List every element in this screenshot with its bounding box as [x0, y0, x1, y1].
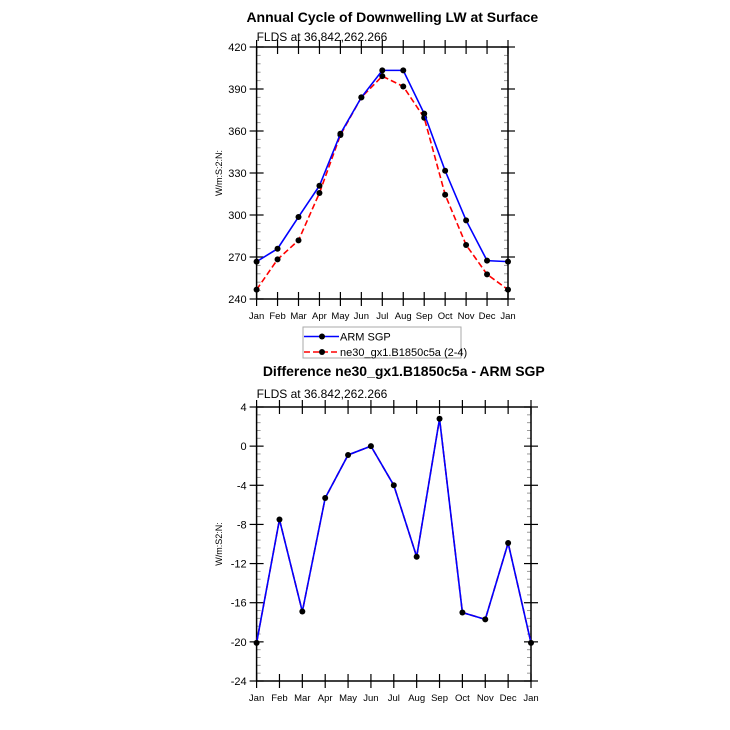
x-tick-label: Feb [271, 693, 287, 704]
series-model-marker [295, 237, 302, 244]
series-model-marker [442, 191, 449, 198]
chart-subtitle: FLDS at 36.842,262.266 [257, 30, 388, 44]
y-tick-label: 330 [228, 168, 246, 180]
y-tick-label: 240 [228, 294, 246, 306]
plot-frame [255, 46, 509, 300]
x-tick-label: Sep [416, 311, 433, 322]
series-diff-marker [276, 516, 283, 523]
series-model-marker [463, 241, 470, 248]
y-tick-label: 390 [228, 84, 246, 96]
chart-title: Annual Cycle of Downwelling LW at Surfac… [246, 9, 538, 25]
y-tick-label: -12 [231, 559, 247, 571]
series-diff-line [255, 418, 532, 644]
series-obs-marker [379, 67, 386, 74]
series-model-marker [379, 73, 386, 80]
series-model-marker [484, 271, 491, 278]
x-tick-label: Apr [312, 311, 327, 322]
y-tick-label: -24 [231, 676, 247, 688]
x-tick-label: Dec [479, 311, 496, 322]
x-tick-label: Mar [294, 693, 310, 704]
x-tick-label: May [339, 693, 357, 704]
series-obs-marker [253, 258, 260, 265]
series-model-marker [274, 256, 281, 263]
y-tick-label: -4 [237, 480, 247, 492]
series-obs-marker [421, 110, 428, 117]
chart-subtitle: FLDS at 36.842,262.266 [257, 387, 388, 401]
series-obs-marker [316, 182, 323, 189]
series-model-marker [253, 286, 260, 293]
x-tick-label: Jun [363, 693, 378, 704]
series-obs-marker [463, 217, 470, 224]
y-tick-label: -20 [231, 637, 247, 649]
x-tick-label: Nov [458, 311, 475, 322]
x-tick-label: Sep [431, 693, 448, 704]
series-diff-dashed-line [255, 418, 532, 644]
x-tick-label: Oct [455, 693, 470, 704]
x-tick-label: Aug [408, 693, 425, 704]
x-tick-label: Jul [388, 693, 400, 704]
series-diff-marker [345, 451, 352, 458]
series-obs-marker [337, 130, 344, 137]
x-tick-label: Jul [376, 311, 388, 322]
y-tick-label: 420 [228, 42, 246, 54]
series-obs-marker [295, 213, 302, 220]
x-tick-label: Jan [249, 311, 264, 322]
x-tick-label: Dec [500, 693, 517, 704]
x-tick-label: Jan [523, 693, 538, 704]
y-axis-label: W/m:S2:N: [214, 522, 224, 566]
series-obs-marker [505, 258, 511, 265]
legend-label-model: ne30_gx1.B1850c5a (2-4) [340, 347, 467, 359]
series-diff-marker [528, 639, 534, 646]
x-tick-label: May [331, 311, 349, 322]
y-axis-label: W/m:S:2:N: [214, 150, 224, 196]
chart-panel-2: Difference ne30_gx1.B1850c5a - ARM SGP FL… [214, 363, 545, 704]
x-tick-label: Mar [290, 311, 306, 322]
y-tick-label: 4 [240, 402, 246, 414]
x-tick-label: Nov [477, 693, 494, 704]
series-model-marker [400, 83, 407, 90]
x-tick-label: Apr [318, 693, 333, 704]
series-diff-marker [253, 639, 260, 646]
series-diff-marker [482, 616, 489, 623]
series-diff-marker [459, 609, 466, 616]
series-obs-marker [484, 257, 491, 264]
series-diff-marker [322, 495, 329, 502]
y-tick-label: 0 [240, 441, 246, 453]
x-tick-label: Oct [438, 311, 453, 322]
series-diff-marker [390, 482, 397, 489]
chart-title: Difference ne30_gx1.B1850c5a - ARM SGP [263, 363, 545, 379]
legend: ARM SGP ne30_gx1.B1850c5a (2-4) [302, 326, 467, 359]
series-diff-marker [299, 608, 306, 615]
x-tick-label: Jan [500, 311, 515, 322]
series-model-line [255, 75, 509, 291]
series-model-marker [316, 190, 323, 197]
series-obs-marker [274, 245, 281, 252]
legend-box [302, 326, 462, 359]
series-model-marker [505, 286, 511, 293]
x-tick-label: Jun [354, 311, 369, 322]
x-tick-label: Jan [249, 693, 264, 704]
legend-marker-model [319, 349, 325, 355]
series-diff-marker [413, 553, 420, 560]
plot-frame [255, 406, 532, 682]
series-obs-line [256, 69, 509, 263]
x-tick-label: Feb [269, 311, 285, 322]
y-tick-label: 270 [228, 252, 246, 264]
series-obs-marker [358, 94, 365, 101]
legend-marker-obs [319, 333, 325, 340]
y-tick-label: 360 [228, 126, 246, 138]
x-tick-label: Aug [395, 311, 412, 322]
legend-label-obs: ARM SGP [340, 332, 391, 344]
series-diff-marker [505, 540, 512, 547]
chart-panel-1: Annual Cycle of Downwelling LW at Surfac… [214, 9, 538, 359]
series-diff-marker [367, 443, 374, 450]
series-obs-marker [400, 67, 407, 74]
series-diff-marker [436, 415, 443, 422]
y-tick-label: -16 [231, 598, 247, 610]
series-obs-marker [442, 167, 449, 174]
y-tick-label: 300 [228, 210, 246, 222]
y-tick-label: -8 [237, 519, 247, 531]
